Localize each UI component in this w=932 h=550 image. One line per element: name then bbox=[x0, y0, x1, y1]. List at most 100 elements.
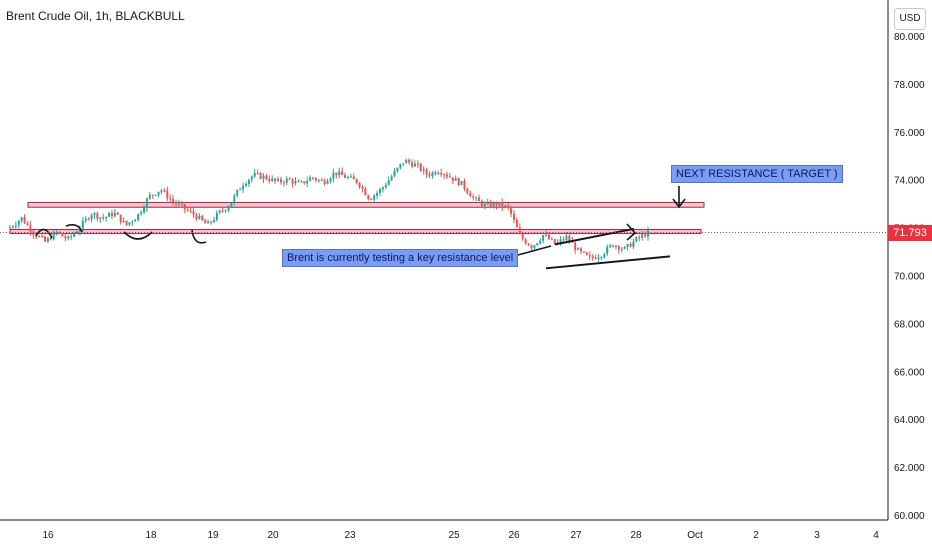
candle-body bbox=[460, 180, 463, 186]
candle-body bbox=[198, 215, 201, 220]
candle-body bbox=[501, 201, 504, 207]
candle-body bbox=[338, 171, 341, 176]
candle-body bbox=[550, 239, 553, 241]
candle-body bbox=[131, 221, 134, 223]
candle-body bbox=[210, 221, 213, 223]
candle-body bbox=[428, 174, 431, 177]
time-tick-label: 16 bbox=[42, 530, 54, 541]
candle-body bbox=[244, 184, 247, 186]
candle-body bbox=[574, 242, 577, 250]
candle-body bbox=[297, 181, 300, 183]
candle-body bbox=[431, 172, 434, 177]
candle-body bbox=[352, 176, 355, 180]
candle-body bbox=[230, 203, 233, 207]
candle-body bbox=[443, 174, 446, 176]
candle-body bbox=[486, 202, 489, 205]
candle-body bbox=[393, 171, 396, 177]
candle-body bbox=[402, 163, 405, 165]
candle-body bbox=[623, 246, 626, 249]
candle-body bbox=[469, 192, 472, 197]
candle-body bbox=[242, 185, 245, 190]
candle-body bbox=[108, 213, 111, 217]
candle-body bbox=[609, 245, 612, 247]
price-tick-label: 74.000 bbox=[894, 176, 925, 187]
candle-body bbox=[70, 236, 73, 238]
candle-body bbox=[632, 241, 635, 248]
candle-body bbox=[102, 217, 105, 219]
time-tick-label: 4 bbox=[873, 530, 879, 541]
candle-body bbox=[99, 217, 102, 219]
candle-body bbox=[478, 197, 481, 201]
candle-body bbox=[644, 234, 647, 237]
candle-body bbox=[553, 239, 556, 245]
candle-body bbox=[134, 219, 137, 222]
hand-drawings bbox=[35, 186, 686, 270]
candle-body bbox=[498, 201, 501, 206]
time-tick-label: 3 bbox=[814, 530, 820, 541]
candle-body bbox=[518, 227, 521, 235]
candle-body bbox=[530, 245, 533, 249]
upper-trend-line bbox=[554, 227, 635, 246]
candle-body bbox=[180, 203, 183, 205]
candle-body bbox=[349, 176, 352, 178]
candle-body bbox=[76, 231, 79, 234]
candle-body bbox=[221, 210, 224, 212]
candle-body bbox=[143, 207, 146, 213]
candle-body bbox=[279, 179, 282, 183]
candle-body bbox=[463, 180, 466, 189]
candle-body bbox=[411, 162, 414, 167]
candle-body bbox=[527, 243, 530, 246]
candle-body bbox=[390, 176, 393, 181]
candle-body bbox=[122, 220, 125, 223]
time-tick-label: 2 bbox=[753, 530, 759, 541]
time-tick-label: 25 bbox=[448, 530, 460, 541]
candle-body bbox=[175, 201, 178, 205]
candle-body bbox=[38, 236, 41, 238]
candle-body bbox=[250, 176, 253, 180]
candle-body bbox=[547, 234, 550, 240]
candle-body bbox=[247, 179, 250, 185]
candle-body bbox=[55, 231, 58, 233]
candle-body bbox=[378, 189, 381, 193]
candle-body bbox=[140, 212, 143, 214]
candle-body bbox=[626, 244, 629, 247]
candle-body bbox=[510, 206, 513, 214]
candle-body bbox=[265, 175, 268, 180]
candle-body bbox=[201, 215, 204, 221]
candle-body bbox=[329, 178, 332, 182]
candle-body bbox=[215, 212, 218, 220]
candle-body bbox=[303, 181, 306, 184]
candle-body bbox=[614, 246, 617, 248]
candle-body bbox=[635, 237, 638, 242]
candle-body bbox=[405, 159, 408, 164]
currency-button[interactable]: USD bbox=[894, 8, 926, 30]
candle-body bbox=[335, 172, 338, 176]
swing-arc bbox=[123, 231, 153, 240]
candle-body bbox=[271, 178, 274, 182]
candle-body bbox=[282, 182, 285, 184]
candle-body bbox=[495, 202, 498, 206]
candle-body bbox=[320, 179, 323, 181]
candle-body bbox=[536, 243, 539, 246]
resistance-zones bbox=[9, 201, 705, 235]
candle-body bbox=[259, 173, 262, 179]
candle-body bbox=[113, 212, 116, 217]
candle-body bbox=[419, 164, 422, 171]
candle-body bbox=[408, 159, 411, 163]
candle-body bbox=[445, 174, 448, 177]
candle-body bbox=[148, 194, 151, 199]
candle-body bbox=[585, 252, 588, 255]
price-tick-label: 80.000 bbox=[894, 32, 925, 43]
price-axis[interactable]: 80.00078.00076.00074.00072.00070.00068.0… bbox=[894, 32, 925, 522]
candle-body bbox=[399, 163, 402, 168]
swing-arc bbox=[65, 224, 83, 233]
candle-body bbox=[582, 251, 585, 253]
candle-body bbox=[274, 178, 277, 181]
time-axis[interactable]: 16 18 19 20 23 25 26 27 28 Oct 2 3 4 bbox=[42, 530, 879, 541]
candle-body bbox=[346, 177, 349, 179]
last-price-tag: 71.793 bbox=[888, 225, 932, 241]
candle-body bbox=[285, 178, 288, 183]
candle-body bbox=[32, 231, 35, 235]
candle-body bbox=[638, 237, 641, 239]
